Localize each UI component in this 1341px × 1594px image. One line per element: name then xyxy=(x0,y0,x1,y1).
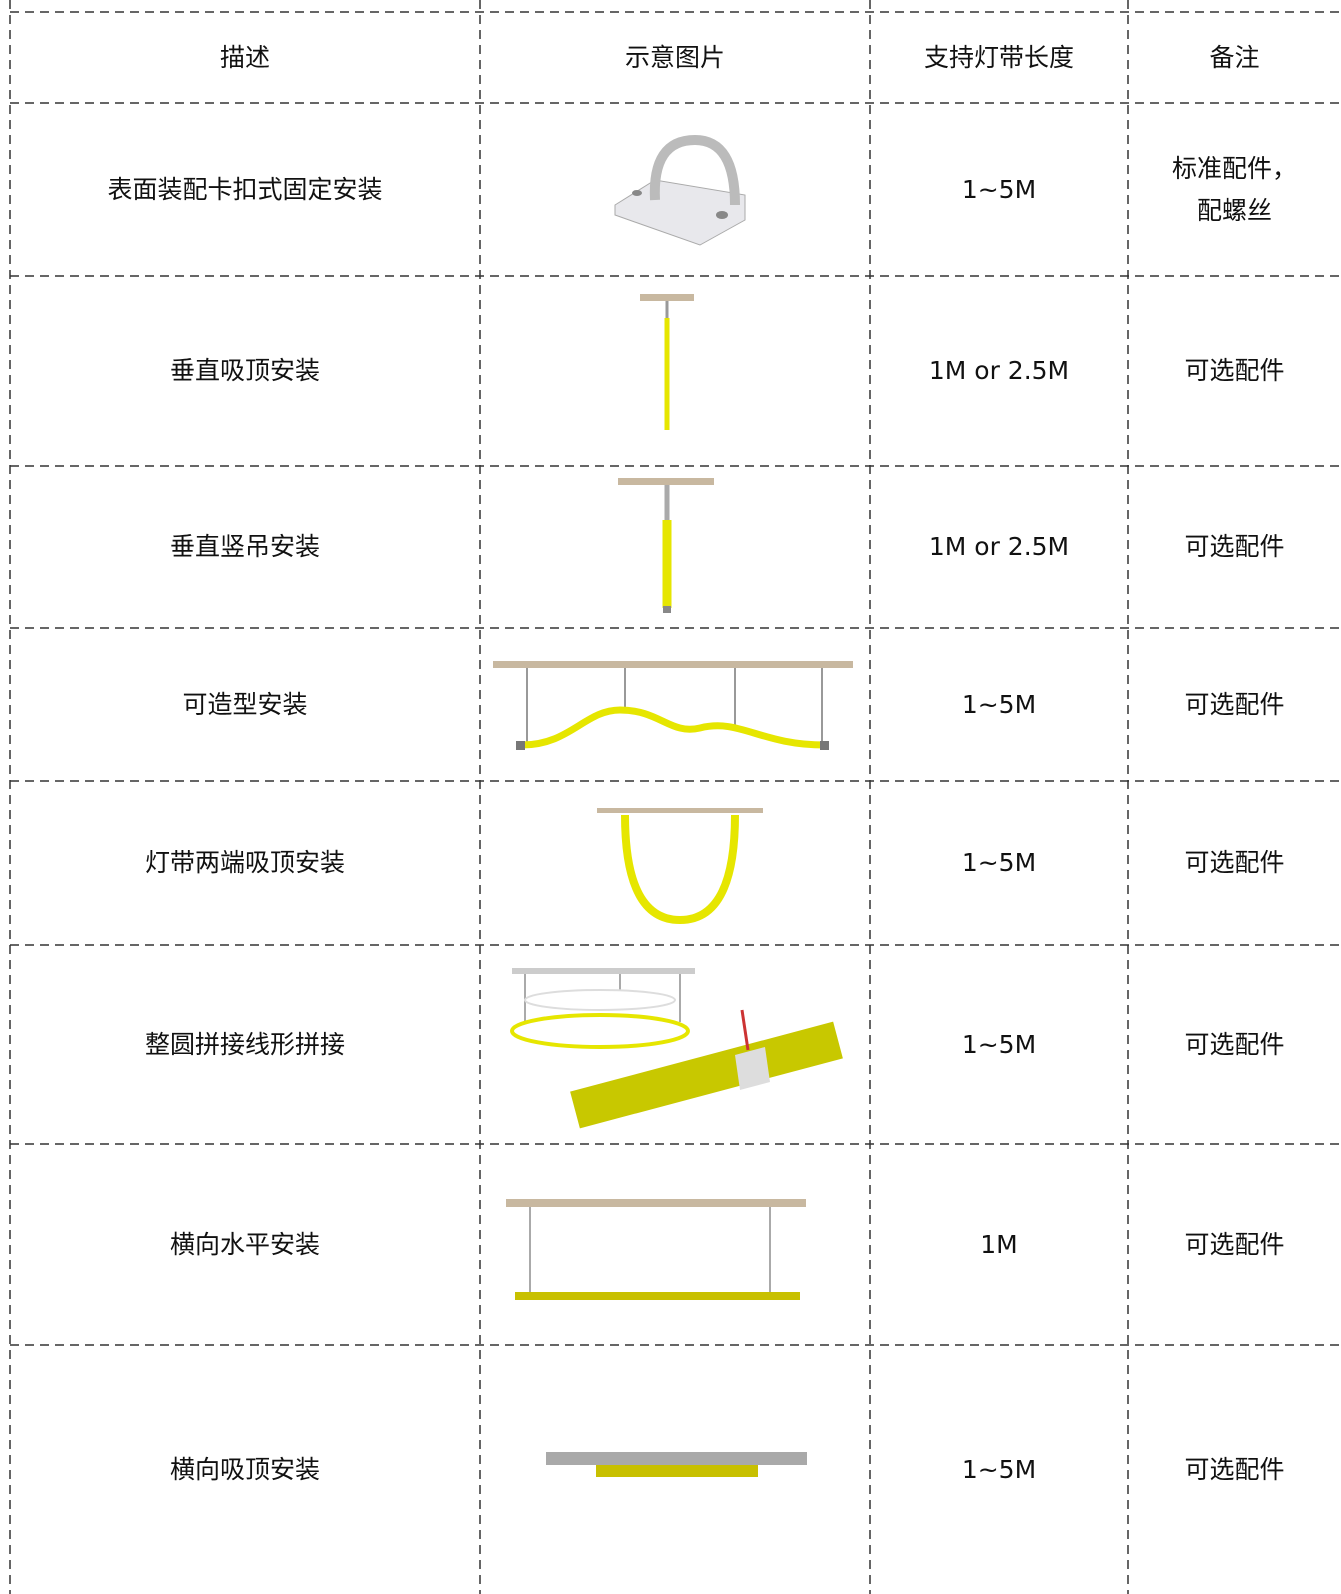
table-cell: 1M or 2.5M xyxy=(928,532,1070,562)
both-ends-image xyxy=(597,808,763,925)
table-cell: 灯带两端吸顶安装 xyxy=(144,848,345,878)
horizontal-ceiling-image xyxy=(546,1452,807,1477)
header-cell: 描述 xyxy=(219,42,270,72)
table-cell: 1~5M xyxy=(961,1029,1037,1059)
table-cell: 标准配件， 配螺丝 xyxy=(1171,154,1297,225)
clip-image xyxy=(614,134,746,246)
table-cell: 可选配件 xyxy=(1184,689,1285,719)
table-cell: 可选配件 xyxy=(1184,1029,1285,1059)
circle-linear-image xyxy=(510,968,843,1129)
table-cell: 1M or 2.5M xyxy=(928,356,1070,386)
table-cell: 横向吸顶安装 xyxy=(169,1454,320,1484)
table-cell: 可造型安装 xyxy=(182,689,308,719)
table-cell: 垂直吸顶安装 xyxy=(169,356,320,386)
horizontal-image xyxy=(506,1199,806,1300)
pendant-vertical-image xyxy=(618,478,714,613)
table-cell: 可选配件 xyxy=(1184,1454,1285,1484)
table-grid xyxy=(9,0,1341,1594)
table-cell: 表面装配卡扣式固定安装 xyxy=(107,174,383,204)
header-cell: 支持灯带长度 xyxy=(923,42,1074,72)
table-cell: 可选配件 xyxy=(1184,356,1285,386)
header-cell: 备注 xyxy=(1209,42,1260,72)
table-cell: 1~5M xyxy=(961,1454,1037,1484)
table-cell: 垂直竖吊安装 xyxy=(169,532,320,562)
table-cell: 横向水平安装 xyxy=(169,1229,320,1259)
ceiling-vertical-image xyxy=(640,294,694,430)
table-cell: 可选配件 xyxy=(1184,1229,1285,1259)
table-cell: 可选配件 xyxy=(1184,532,1285,562)
table-cell: 1~5M xyxy=(961,848,1037,878)
table-cell: 可选配件 xyxy=(1184,848,1285,878)
header-cell: 示意图片 xyxy=(624,42,725,72)
table-cell: 1~5M xyxy=(961,689,1037,719)
table-cell: 整圆拼接线形拼接 xyxy=(144,1029,345,1059)
shaped-image xyxy=(493,661,853,750)
table-cell: 1~5M xyxy=(961,174,1037,204)
table-cell: 1M xyxy=(980,1229,1018,1259)
